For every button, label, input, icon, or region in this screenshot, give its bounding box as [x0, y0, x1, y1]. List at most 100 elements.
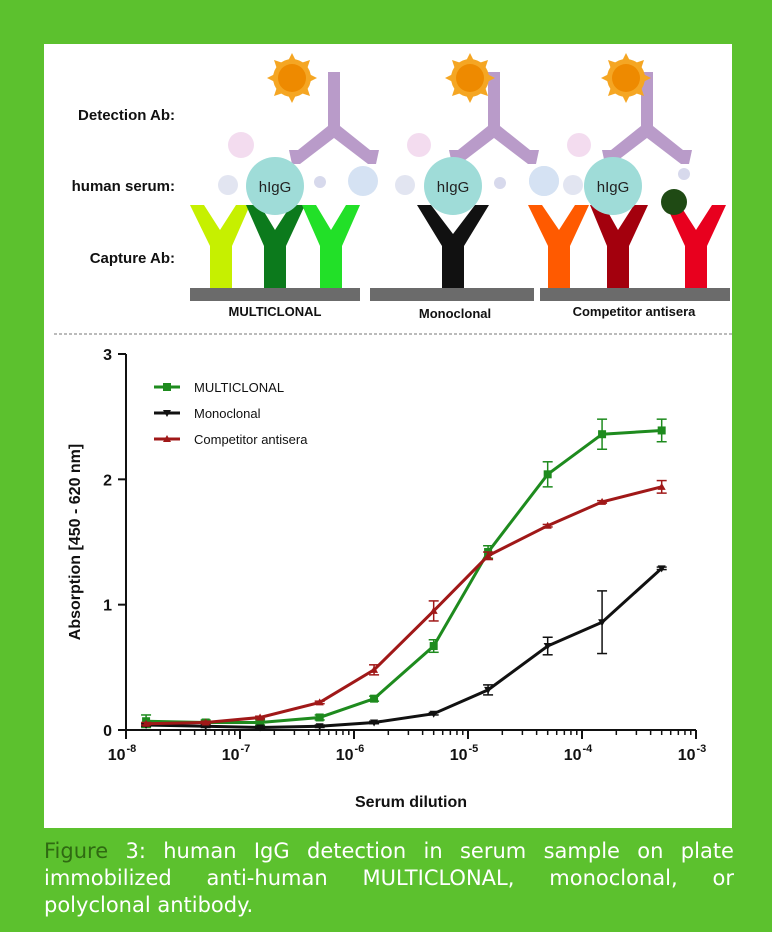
serum-particle-icon	[314, 176, 326, 188]
panel-label-multiclonal: MULTICLONAL	[229, 304, 322, 319]
data-point	[370, 665, 379, 673]
x-tick-label: 10-8	[108, 743, 137, 764]
y-tick-label: 1	[103, 598, 112, 615]
x-tick-exponent: -5	[469, 743, 479, 755]
figure-caption: Figure 3: human IgG detection in serum s…	[44, 838, 734, 919]
data-point	[256, 718, 265, 727]
caption-text: human IgG detection in serum sample on p…	[44, 839, 734, 917]
legend-label: MULTICLONAL	[194, 380, 284, 395]
data-point	[429, 606, 438, 614]
surface-icon	[540, 288, 730, 301]
row-label-detection: Detection Ab:	[78, 107, 175, 124]
data-point	[256, 713, 265, 721]
caption-figure-label: Figure	[44, 839, 109, 863]
capture-antibody-icon	[666, 205, 726, 288]
legend-marker	[163, 410, 171, 417]
higg-label: hIgG	[597, 179, 630, 196]
panel-label-competitor: Competitor antisera	[573, 304, 697, 319]
serum-particle-icon	[661, 189, 687, 215]
data-point	[256, 724, 265, 732]
legend: MULTICLONAL Monoclonal Competitor antisera	[154, 380, 308, 447]
figure-svg: Detection Ab: human serum: Capture Ab: h…	[54, 53, 732, 811]
surface-icon	[370, 288, 534, 301]
monoclonal-panel: hIgG Monoclonal	[370, 53, 559, 321]
serum-particle-icon	[563, 175, 583, 195]
serum-particle-icon	[678, 168, 690, 180]
data-point	[429, 710, 438, 718]
serum-particle-icon	[529, 166, 559, 196]
x-tick-label: 10-5	[450, 743, 479, 764]
data-point	[315, 713, 324, 722]
serum-particle-icon	[218, 175, 238, 195]
legend-marker	[163, 435, 171, 442]
data-point	[370, 719, 379, 727]
capture-antibody-icon	[528, 205, 589, 288]
serum-particle-icon	[494, 177, 506, 189]
data-point	[484, 686, 493, 694]
higg-label: hIgG	[259, 179, 292, 196]
data-point	[315, 723, 324, 731]
x-tick-exponent: -4	[583, 743, 594, 755]
data-point	[543, 643, 552, 651]
y-tick-label: 3	[103, 347, 112, 364]
panel-label-monoclonal: Monoclonal	[419, 306, 491, 321]
sun-icon	[267, 53, 317, 103]
capture-antibody-icon	[590, 205, 648, 288]
series-monoclonal	[141, 565, 667, 732]
higg-icon	[424, 157, 482, 215]
x-tick-exponent: -3	[697, 743, 707, 755]
capture-antibody-icon	[417, 205, 489, 288]
series-line	[146, 567, 663, 729]
capture-antibody-icon	[302, 205, 360, 288]
y-tick-label: 0	[103, 723, 112, 740]
series-multiclonal	[141, 418, 667, 729]
sun-icon	[445, 53, 495, 103]
serum-particle-icon	[395, 175, 415, 195]
data-point	[315, 698, 324, 706]
legend-label: Monoclonal	[194, 406, 261, 421]
higg-icon	[246, 157, 304, 215]
y-axis-label: Absorption [450 - 620 nm]	[67, 444, 84, 640]
data-point	[543, 521, 552, 529]
serum-particle-icon	[228, 132, 254, 158]
data-point	[201, 718, 210, 726]
data-point	[429, 642, 438, 651]
x-tick-label: 10-4	[564, 743, 593, 764]
data-point	[543, 470, 552, 479]
sun-icon	[601, 53, 651, 103]
capture-antibody-icon	[246, 205, 305, 288]
data-point	[657, 565, 666, 573]
row-label-capture: Capture Ab:	[90, 250, 175, 267]
row-label-serum: human serum:	[72, 178, 175, 195]
data-point	[598, 430, 607, 439]
data-point	[657, 426, 666, 435]
x-tick-exponent: -7	[241, 743, 251, 755]
serum-particle-icon	[567, 133, 591, 157]
legend-label: Competitor antisera	[194, 432, 308, 447]
x-axis-label: Serum dilution	[355, 794, 467, 811]
legend-marker	[163, 383, 171, 391]
series-line	[146, 485, 663, 726]
figure-panel: Detection Ab: human serum: Capture Ab: h…	[44, 44, 732, 828]
data-point	[657, 482, 666, 490]
series-line	[146, 428, 662, 724]
surface-icon	[190, 288, 360, 301]
data-point	[370, 694, 379, 703]
serum-particle-icon	[348, 166, 378, 196]
multiclonal-panel: hIgG MULTICLONAL	[190, 53, 379, 319]
x-tick-label: 10-6	[336, 743, 365, 764]
serum-particle-icon	[407, 133, 431, 157]
x-tick-exponent: -6	[355, 743, 365, 755]
x-tick-label: 10-7	[222, 743, 251, 764]
x-tick-exponent: -8	[127, 743, 137, 755]
data-point	[598, 497, 607, 505]
chart: Absorption [450 - 620 nm] Serum dilution…	[67, 347, 706, 811]
x-tick-label: 10-3	[678, 743, 707, 764]
competitor-panel: hIgG Competitor antisera	[528, 53, 730, 319]
higg-icon	[584, 157, 642, 215]
y-tick-label: 2	[103, 472, 112, 489]
data-point	[598, 619, 607, 627]
caption-figure-number: 3:	[125, 839, 146, 863]
capture-antibody-icon	[190, 205, 250, 288]
series-competitor-antisera	[141, 479, 667, 727]
